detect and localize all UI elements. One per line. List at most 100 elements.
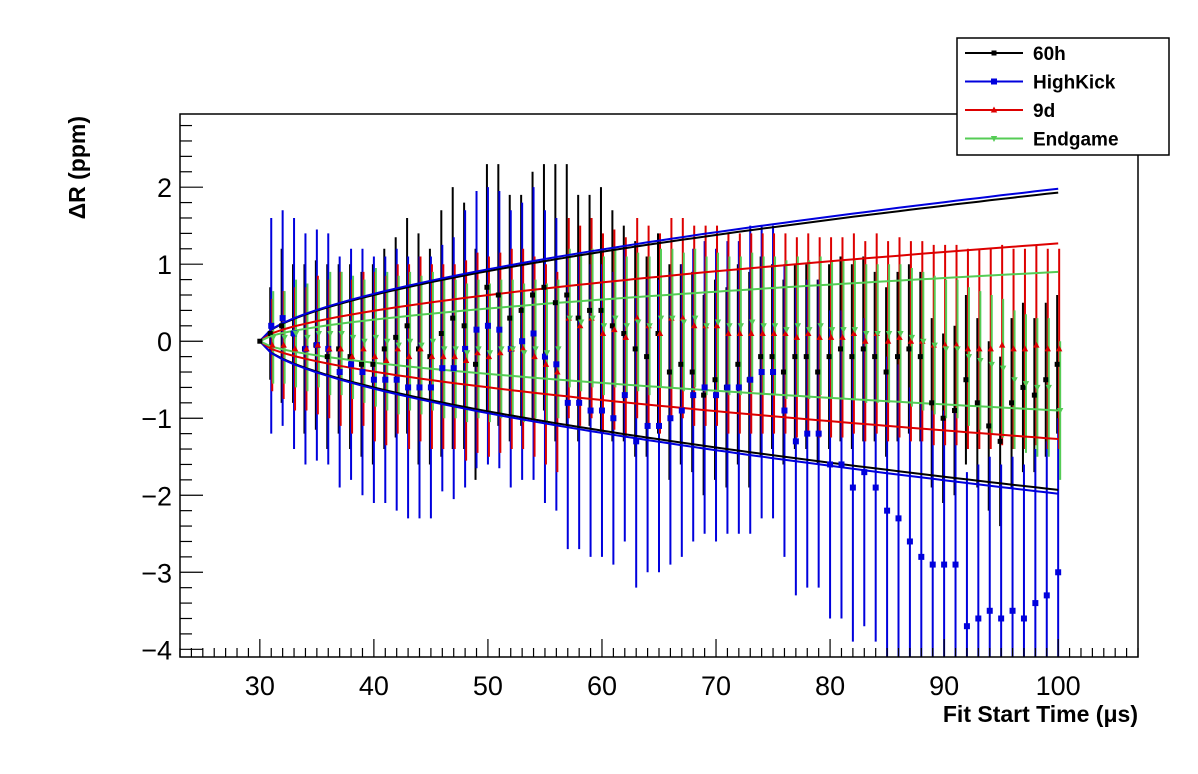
data-point	[760, 323, 767, 330]
data-point	[1045, 384, 1052, 391]
data-point	[691, 322, 698, 329]
data-point	[509, 346, 516, 353]
data-point	[794, 323, 802, 330]
data-point	[770, 330, 778, 337]
data-point	[291, 345, 299, 352]
data-point	[314, 341, 322, 348]
data-point	[598, 407, 605, 414]
data-point	[758, 369, 765, 376]
data-point	[657, 315, 665, 322]
data-point	[404, 323, 410, 329]
data-point	[1034, 384, 1041, 391]
data-point	[907, 337, 915, 344]
data-point	[747, 376, 754, 383]
envelope-lower	[259, 340, 1059, 440]
data-point	[758, 354, 764, 360]
data-point	[862, 337, 869, 344]
data-point	[678, 361, 684, 367]
data-point	[963, 623, 970, 630]
data-point	[839, 333, 846, 340]
data-point	[495, 292, 501, 298]
x-tick-label: 80	[815, 671, 845, 701]
data-point	[828, 327, 836, 334]
data-point	[1022, 381, 1030, 388]
data-point	[940, 415, 946, 421]
data-point	[372, 334, 380, 341]
data-point	[621, 392, 628, 399]
legend-marker	[990, 136, 998, 142]
data-point	[633, 314, 641, 321]
data-point	[543, 350, 551, 357]
y-tick-label: −1	[141, 404, 172, 434]
data-point	[450, 315, 456, 321]
data-point	[587, 407, 594, 414]
x-tick-label: 30	[245, 671, 275, 701]
data-point	[304, 334, 311, 341]
data-point	[964, 345, 972, 352]
data-point	[908, 334, 916, 341]
data-point	[394, 345, 401, 352]
data-point	[884, 507, 891, 514]
data-point	[952, 561, 959, 568]
data-point	[484, 322, 491, 329]
data-point	[692, 315, 699, 322]
data-point	[486, 350, 494, 357]
data-point	[759, 330, 766, 337]
data-point	[999, 365, 1007, 372]
data-point	[405, 384, 412, 391]
data-point	[987, 345, 994, 352]
data-point	[976, 345, 983, 352]
data-point	[622, 333, 629, 340]
data-point	[920, 338, 927, 345]
data-point	[395, 342, 402, 349]
data-point	[326, 345, 333, 352]
data-point	[792, 354, 798, 360]
x-tick-label: 40	[359, 671, 389, 701]
data-point	[406, 338, 414, 345]
data-point	[941, 561, 948, 568]
data-point	[1043, 592, 1050, 599]
data-point	[817, 323, 824, 330]
data-point	[816, 333, 823, 340]
data-point	[384, 338, 391, 345]
data-point	[667, 415, 674, 422]
legend-marker	[991, 50, 997, 56]
data-point	[587, 307, 593, 313]
x-tick-label: 50	[473, 671, 503, 701]
data-point	[826, 354, 832, 360]
data-point	[678, 407, 685, 414]
data-point	[977, 357, 984, 364]
data-point	[507, 315, 513, 321]
data-point	[347, 354, 353, 360]
data-point	[803, 354, 809, 360]
data-point	[851, 327, 859, 334]
data-point	[725, 330, 732, 337]
data-point	[953, 341, 960, 348]
data-point	[268, 322, 275, 329]
data-point	[348, 353, 356, 360]
data-point	[644, 354, 650, 360]
data-point	[1055, 569, 1062, 576]
data-point	[714, 319, 722, 326]
data-point	[349, 334, 357, 341]
data-point	[769, 354, 775, 360]
data-point	[519, 345, 527, 352]
data-point	[600, 323, 608, 330]
x-axis-title: Fit Start Time (μs)	[943, 701, 1138, 727]
data-point	[623, 323, 630, 330]
data-point	[863, 331, 870, 338]
data-point	[748, 330, 755, 337]
data-point	[929, 561, 936, 568]
data-point	[269, 341, 276, 348]
data-point	[1056, 408, 1064, 415]
data-point	[303, 345, 310, 352]
data-point	[666, 369, 672, 375]
data-point	[417, 345, 424, 352]
data-point	[553, 361, 560, 368]
data-point	[609, 323, 615, 329]
data-point	[348, 361, 355, 368]
data-point	[452, 346, 459, 353]
data-point	[850, 330, 858, 337]
data-point	[576, 399, 583, 406]
data-point	[689, 369, 695, 375]
